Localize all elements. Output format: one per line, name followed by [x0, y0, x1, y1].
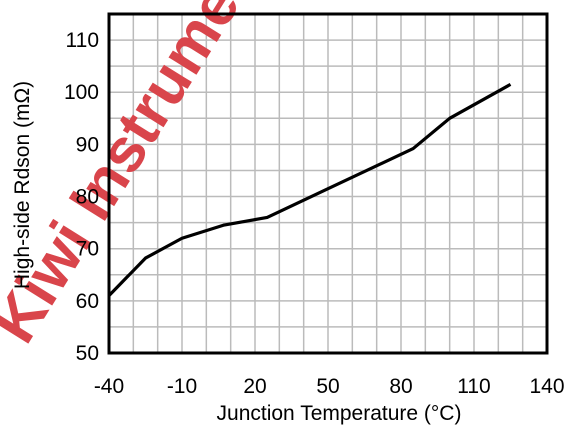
series-line: [107, 83, 512, 297]
x-tick-label: -10: [167, 375, 197, 398]
x-tick-label: 20: [243, 375, 266, 398]
x-axis-title: Junction Temperature (°C): [217, 402, 462, 425]
y-tick-label: 50: [76, 342, 99, 365]
y-tick-label: 70: [76, 238, 99, 261]
plot-frame: [107, 12, 549, 355]
grid-lines: [109, 14, 547, 353]
x-tick-label: 50: [316, 375, 339, 398]
x-tick-label: -40: [94, 375, 124, 398]
y-tick-label: 60: [76, 290, 99, 313]
x-tick-label: 80: [389, 375, 412, 398]
y-axis-title: High-side Rdson (mΩ): [11, 81, 34, 289]
y-axis-tick-labels: 50 60 70 80 90 100 110: [64, 29, 99, 365]
y-tick-label: 90: [76, 133, 99, 156]
x-axis-tick-labels: -40 -10 20 50 80 110 140: [94, 375, 565, 398]
x-tick-label: 140: [529, 375, 564, 398]
y-tick-label: 100: [64, 81, 99, 104]
series-group: [107, 83, 512, 297]
y-tick-label: 110: [66, 29, 99, 52]
y-tick-label: 80: [76, 186, 99, 209]
x-tick-label: 110: [457, 375, 490, 398]
